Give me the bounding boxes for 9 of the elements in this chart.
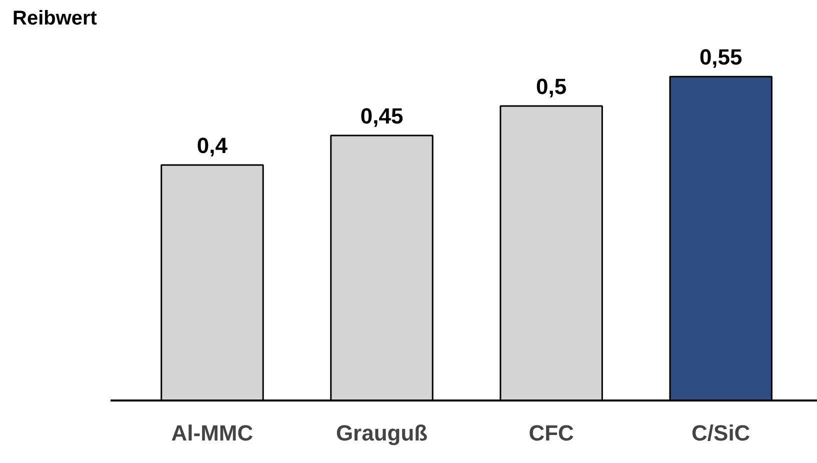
x-tick-label: CFC [528, 420, 574, 446]
data-label: 0,55 [699, 44, 742, 70]
data-label: 0,4 [196, 132, 228, 158]
data-label: 0,45 [360, 103, 404, 128]
x-tick-label: C/SiC [692, 420, 750, 446]
x-tick-label: Grauguß [336, 420, 428, 446]
data-label: 0,5 [536, 74, 567, 100]
y-axis-title: Reibwert [12, 8, 98, 30]
x-tick-label: Al-MMC [171, 420, 254, 446]
